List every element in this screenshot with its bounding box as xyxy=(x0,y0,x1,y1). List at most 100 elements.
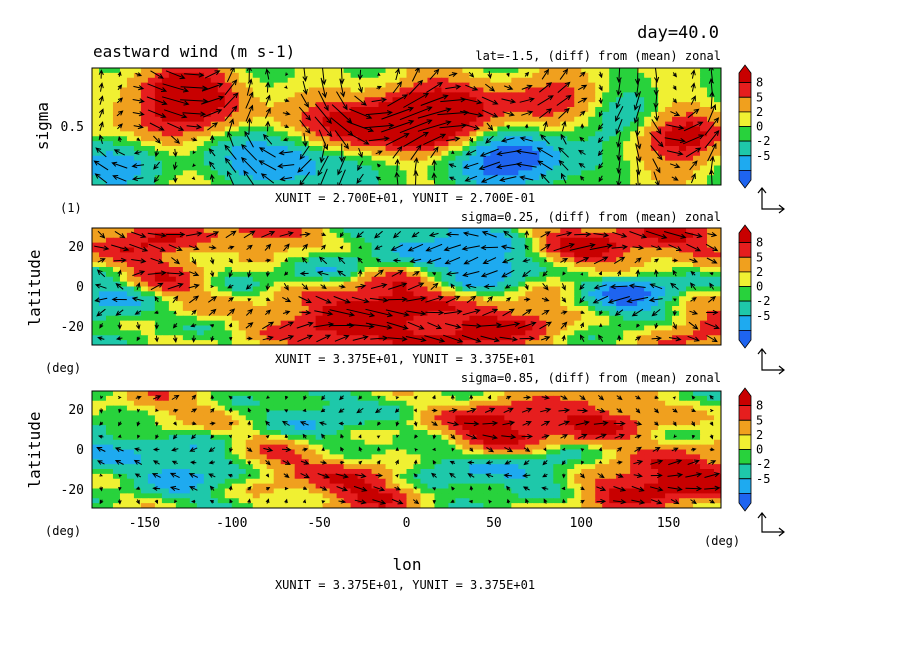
heatmap-cell xyxy=(203,141,212,147)
heatmap-cell xyxy=(609,77,617,84)
heatmap-cell xyxy=(224,262,233,268)
wind-vector-arrow xyxy=(168,244,183,251)
heatmap-cell xyxy=(280,165,289,171)
heatmap-cell xyxy=(133,82,142,89)
heatmap-cell xyxy=(266,165,275,171)
wind-vector-arrow xyxy=(247,298,252,302)
heatmap-cell xyxy=(273,325,282,331)
heatmap-cell xyxy=(511,276,519,283)
heatmap-cell xyxy=(385,72,394,79)
heatmap-cell xyxy=(427,325,436,331)
heatmap-cell xyxy=(546,170,554,176)
heatmap-cell xyxy=(336,111,345,118)
heatmap-cell xyxy=(252,228,261,234)
heatmap-cell xyxy=(315,180,324,185)
heatmap-cell xyxy=(504,310,512,317)
heatmap-cell xyxy=(658,286,666,292)
heatmap-cell xyxy=(553,320,561,327)
heatmap-cell xyxy=(322,92,331,98)
heatmap-cell xyxy=(329,126,338,132)
heatmap-cell xyxy=(294,175,303,181)
heatmap-cell xyxy=(105,82,114,89)
heatmap-cell xyxy=(301,68,310,74)
heatmap-cell xyxy=(441,72,450,79)
heatmap-cell xyxy=(427,146,436,152)
heatmap-cell xyxy=(525,276,533,283)
heatmap-cell xyxy=(525,232,533,239)
heatmap-cell xyxy=(511,252,519,258)
heatmap-cell xyxy=(154,116,163,123)
wind-vector-arrow xyxy=(462,271,480,277)
heatmap-cell xyxy=(679,271,687,278)
heatmap-cell xyxy=(441,165,450,171)
heatmap-cell xyxy=(322,136,331,142)
heatmap-cell xyxy=(203,107,212,113)
heatmap-cell xyxy=(581,330,589,336)
colorbar-segment xyxy=(738,82,752,98)
heatmap-cell xyxy=(532,262,540,268)
wind-vector-arrow xyxy=(593,284,607,290)
heatmap-cell xyxy=(476,228,484,234)
wind-vector-arrow xyxy=(246,336,253,341)
heatmap-cell xyxy=(574,160,582,167)
heatmap-cell xyxy=(175,262,184,268)
heatmap-cell xyxy=(420,281,429,288)
heatmap-cell xyxy=(280,291,289,297)
wind-vector-arrow xyxy=(579,110,586,116)
heatmap-cell xyxy=(343,146,352,152)
heatmap-cell xyxy=(287,262,296,268)
heatmap-cell xyxy=(154,92,163,98)
heatmap-cell xyxy=(609,150,617,157)
heatmap-cell xyxy=(455,286,464,292)
heatmap-cell xyxy=(595,180,603,185)
heatmap-cell xyxy=(644,82,652,89)
wind-vector-arrow xyxy=(406,296,427,302)
heatmap-cell xyxy=(441,237,450,244)
heatmap-cell xyxy=(588,175,596,181)
heatmap-cell xyxy=(154,281,163,288)
heatmap-cell xyxy=(259,82,268,89)
wind-vector-arrow xyxy=(167,122,185,131)
heatmap-cell xyxy=(525,77,533,84)
heatmap-cell xyxy=(210,252,219,258)
heatmap-cell xyxy=(420,68,429,74)
heatmap-cell xyxy=(322,87,331,93)
heatmap-cell xyxy=(588,306,596,312)
heatmap-cell xyxy=(560,150,568,157)
heatmap-cell xyxy=(560,252,568,258)
wind-vector-arrow xyxy=(503,230,513,239)
wind-vector-arrow xyxy=(502,111,515,117)
heatmap-cell xyxy=(504,175,512,181)
heatmap-cell xyxy=(665,97,673,103)
heatmap-cell xyxy=(581,232,589,239)
heatmap-cell xyxy=(308,257,317,263)
heatmap-cell xyxy=(112,155,121,162)
wind-vector-arrow xyxy=(375,176,382,181)
heatmap-cell xyxy=(224,72,233,79)
heatmap-cell xyxy=(567,296,575,302)
heatmap-cell xyxy=(252,131,261,137)
heatmap-cell xyxy=(609,247,617,253)
heatmap-cell xyxy=(616,301,624,307)
heatmap-cell xyxy=(231,102,240,108)
heatmap-cell xyxy=(672,286,680,292)
heatmap-cell xyxy=(301,340,310,345)
colorbar-segment xyxy=(738,329,752,349)
heatmap-cell xyxy=(92,165,100,171)
heatmap-cell xyxy=(224,340,233,345)
heatmap-cell xyxy=(196,315,205,322)
wind-vector-arrow xyxy=(506,124,510,130)
heatmap-cell xyxy=(630,296,638,302)
heatmap-cell xyxy=(364,232,373,239)
heatmap-cell xyxy=(623,325,631,331)
heatmap-cell xyxy=(231,180,240,185)
heatmap-cell xyxy=(553,252,561,258)
heatmap-cell xyxy=(133,291,142,297)
wind-vector-arrow xyxy=(519,97,535,103)
heatmap-cell xyxy=(119,310,128,317)
heatmap-cell xyxy=(665,228,673,234)
heatmap-cell xyxy=(518,271,526,278)
heatmap-cell xyxy=(92,228,100,234)
heatmap-cell xyxy=(462,228,470,234)
heatmap-cell xyxy=(546,276,554,283)
